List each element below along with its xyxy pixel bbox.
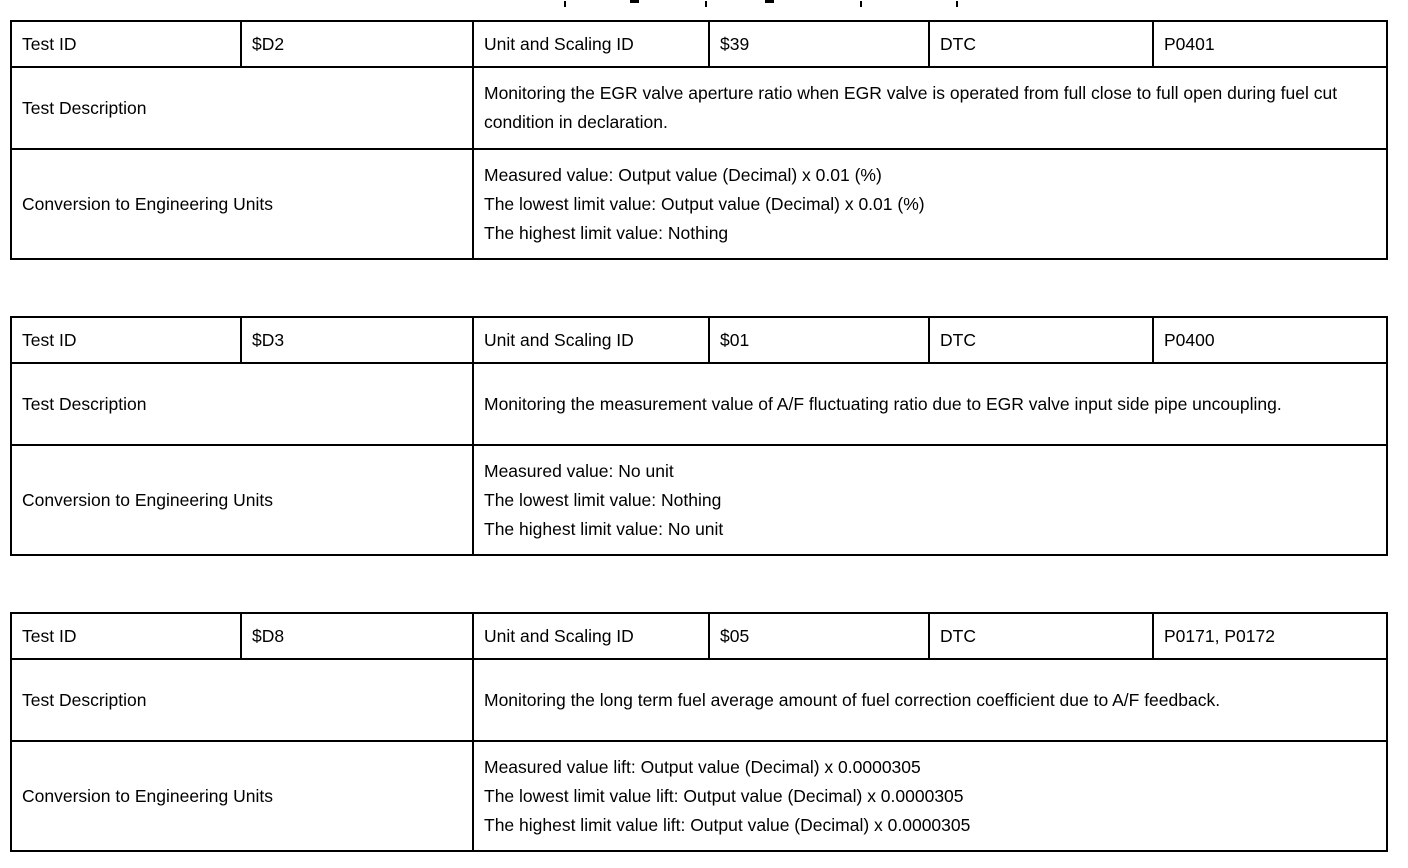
cropped-text-fragment [560, 0, 970, 8]
table-row: Test Description Monitoring the measurem… [10, 362, 1388, 446]
test-id-value: $D2 [240, 20, 474, 68]
conversion-line: The highest limit value: Nothing [484, 222, 729, 243]
unit-scaling-label: Unit and Scaling ID [472, 20, 710, 68]
unit-scaling-value: $39 [708, 20, 930, 68]
test-description-value: Monitoring the EGR valve aperture ratio … [472, 66, 1388, 150]
conversion-value: Measured value lift: Output value (Decim… [472, 740, 1388, 852]
conversion-label: Conversion to Engineering Units [10, 148, 474, 260]
test-spec-table: Test ID $D8 Unit and Scaling ID $05 DTC … [10, 612, 1388, 852]
unit-scaling-value: $01 [708, 316, 930, 364]
table-row: Test ID $D3 Unit and Scaling ID $01 DTC … [10, 316, 1388, 364]
test-description-value: Monitoring the measurement value of A/F … [472, 362, 1388, 446]
unit-scaling-value: $05 [708, 612, 930, 660]
conversion-line: Measured value lift: Output value (Decim… [484, 756, 921, 777]
conversion-line: The lowest limit value: Output value (De… [484, 193, 925, 214]
table-row: Test ID $D2 Unit and Scaling ID $39 DTC … [10, 20, 1388, 68]
conversion-line: The lowest limit value lift: Output valu… [484, 785, 964, 806]
conversion-line: The highest limit value lift: Output val… [484, 814, 971, 835]
conversion-value: Measured value: Output value (Decimal) x… [472, 148, 1388, 260]
conversion-line: The lowest limit value: Nothing [484, 489, 722, 510]
unit-scaling-label: Unit and Scaling ID [472, 316, 710, 364]
test-id-value: $D3 [240, 316, 474, 364]
test-spec-table: Test ID $D2 Unit and Scaling ID $39 DTC … [10, 20, 1388, 260]
test-spec-table: Test ID $D3 Unit and Scaling ID $01 DTC … [10, 316, 1388, 556]
test-description-label: Test Description [10, 66, 474, 150]
test-description-value: Monitoring the long term fuel average am… [472, 658, 1388, 742]
unit-scaling-label: Unit and Scaling ID [472, 612, 710, 660]
conversion-line: The highest limit value: No unit [484, 518, 724, 539]
dtc-label: DTC [928, 316, 1154, 364]
conversion-label: Conversion to Engineering Units [10, 444, 474, 556]
table-row: Test Description Monitoring the long ter… [10, 658, 1388, 742]
dtc-value: P0171, P0172 [1152, 612, 1388, 660]
test-id-label: Test ID [10, 612, 242, 660]
table-row: Conversion to Engineering Units Measured… [10, 740, 1388, 852]
table-row: Conversion to Engineering Units Measured… [10, 148, 1388, 260]
test-id-label: Test ID [10, 316, 242, 364]
test-id-label: Test ID [10, 20, 242, 68]
test-description-label: Test Description [10, 658, 474, 742]
dtc-value: P0400 [1152, 316, 1388, 364]
conversion-line: Measured value: Output value (Decimal) x… [484, 164, 882, 185]
table-row: Test Description Monitoring the EGR valv… [10, 66, 1388, 150]
dtc-label: DTC [928, 612, 1154, 660]
test-description-label: Test Description [10, 362, 474, 446]
conversion-line: Measured value: No unit [484, 460, 674, 481]
table-row: Test ID $D8 Unit and Scaling ID $05 DTC … [10, 612, 1388, 660]
conversion-label: Conversion to Engineering Units [10, 740, 474, 852]
dtc-value: P0401 [1152, 20, 1388, 68]
table-row: Conversion to Engineering Units Measured… [10, 444, 1388, 556]
dtc-label: DTC [928, 20, 1154, 68]
conversion-value: Measured value: No unit The lowest limit… [472, 444, 1388, 556]
test-id-value: $D8 [240, 612, 474, 660]
